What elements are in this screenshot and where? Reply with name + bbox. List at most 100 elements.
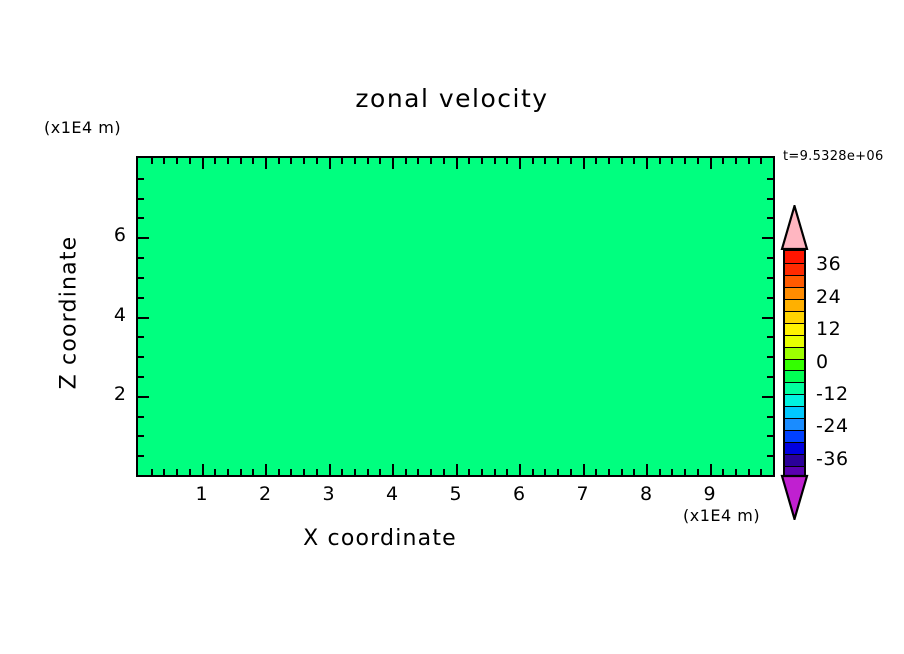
x-minor-tick xyxy=(417,469,419,475)
x-tick-label: 3 xyxy=(322,483,335,505)
y-major-tick xyxy=(138,396,149,398)
colorbar-tick-label: -12 xyxy=(816,382,849,405)
x-major-tick-top xyxy=(329,158,331,169)
colorbar-band xyxy=(785,334,804,348)
x-major-tick xyxy=(710,464,712,475)
y-minor-tick-right xyxy=(767,356,773,358)
x-minor-tick-top xyxy=(481,158,483,164)
x-major-tick-top xyxy=(710,158,712,169)
x-major-tick xyxy=(519,464,521,475)
x-minor-tick xyxy=(748,469,750,475)
colorbar-band-separator xyxy=(785,466,804,468)
colorbar-band-separator xyxy=(785,418,804,420)
y-minor-tick xyxy=(138,277,144,279)
x-minor-tick xyxy=(240,469,242,475)
x-minor-tick xyxy=(214,469,216,475)
x-major-tick xyxy=(329,464,331,475)
x-minor-tick xyxy=(278,469,280,475)
x-major-tick-top xyxy=(392,158,394,169)
colorbar-band xyxy=(785,406,804,419)
x-minor-tick xyxy=(671,469,673,475)
colorbar-over-arrow-icon xyxy=(780,205,809,250)
x-minor-tick-top xyxy=(671,158,673,164)
y-minor-tick-right xyxy=(767,217,773,219)
colorbar-band-separator xyxy=(785,262,804,264)
x-minor-tick-top xyxy=(151,158,153,164)
x-major-tick xyxy=(202,464,204,475)
time-stamp-annotation: t=9.5328e+06 xyxy=(783,149,884,164)
x-minor-tick xyxy=(659,469,661,475)
x-minor-tick xyxy=(633,469,635,475)
y-minor-tick-right xyxy=(767,198,773,200)
x-minor-tick xyxy=(557,469,559,475)
x-minor-tick-top xyxy=(430,158,432,164)
x-minor-tick-top xyxy=(621,158,623,164)
x-minor-tick xyxy=(570,469,572,475)
x-minor-tick-top xyxy=(290,158,292,164)
x-minor-tick xyxy=(303,469,305,475)
y-major-tick xyxy=(138,237,149,239)
colorbar-band-separator xyxy=(785,298,804,300)
colorbar-band-separator xyxy=(785,454,804,456)
x-minor-tick xyxy=(608,469,610,475)
x-minor-tick-top xyxy=(214,158,216,164)
contour-field xyxy=(138,158,773,475)
x-tick-label: 7 xyxy=(576,483,589,505)
y-axis-title: Z coordinate xyxy=(56,235,82,390)
x-minor-tick xyxy=(252,469,254,475)
y-minor-tick-right xyxy=(767,277,773,279)
x-minor-tick-top xyxy=(532,158,534,164)
colorbar-tick-label: 36 xyxy=(816,253,842,276)
x-minor-tick-top xyxy=(735,158,737,164)
colorbar-band xyxy=(785,442,804,455)
colorbar-band-separator xyxy=(785,358,804,360)
x-major-tick xyxy=(265,464,267,475)
x-minor-tick-top xyxy=(405,158,407,164)
x-major-tick-top xyxy=(202,158,204,169)
y-minor-tick-right xyxy=(767,297,773,299)
y-minor-tick-right xyxy=(767,455,773,457)
colorbar-band xyxy=(785,394,804,407)
colorbar-tick-label: -36 xyxy=(816,447,849,470)
x-minor-tick xyxy=(189,469,191,475)
x-axis-unit-label: (x1E4 m) xyxy=(683,506,761,525)
y-minor-tick xyxy=(138,376,144,378)
y-minor-tick xyxy=(138,297,144,299)
colorbar-tick-label: -24 xyxy=(816,415,849,438)
x-minor-tick-top xyxy=(176,158,178,164)
x-minor-tick xyxy=(379,469,381,475)
x-minor-tick-top xyxy=(684,158,686,164)
colorbar-under-arrow-icon xyxy=(780,474,809,520)
x-minor-tick-top xyxy=(252,158,254,164)
chart-title: zonal velocity xyxy=(355,84,549,113)
colorbar-band xyxy=(785,346,804,360)
x-minor-tick-top xyxy=(722,158,724,164)
x-tick-label: 4 xyxy=(385,483,399,505)
x-minor-tick-top xyxy=(468,158,470,164)
colorbar-band xyxy=(785,286,804,300)
x-minor-tick xyxy=(290,469,292,475)
colorbar-band-separator xyxy=(785,334,804,336)
x-minor-tick-top xyxy=(659,158,661,164)
x-minor-tick-top xyxy=(354,158,356,164)
colorbar-band xyxy=(785,298,804,312)
y-axis-unit-label: (x1E4 m) xyxy=(44,118,122,137)
colorbar-band-separator xyxy=(785,394,804,396)
colorbar-band-separator xyxy=(785,370,804,372)
y-tick-label: 6 xyxy=(113,224,126,247)
colorbar-band-separator xyxy=(785,406,804,408)
x-major-tick xyxy=(456,464,458,475)
colorbar-band xyxy=(785,382,804,395)
y-minor-tick-right xyxy=(767,416,773,418)
y-minor-tick-right xyxy=(767,336,773,338)
y-minor-tick-right xyxy=(767,376,773,378)
x-minor-tick xyxy=(760,469,762,475)
x-minor-tick-top xyxy=(163,158,165,164)
colorbar-band xyxy=(785,370,804,384)
x-major-tick-top xyxy=(646,158,648,169)
x-minor-tick xyxy=(621,469,623,475)
colorbar-bands xyxy=(783,249,806,479)
colorbar-band xyxy=(785,358,804,372)
x-axis-title: X coordinate xyxy=(303,526,457,551)
